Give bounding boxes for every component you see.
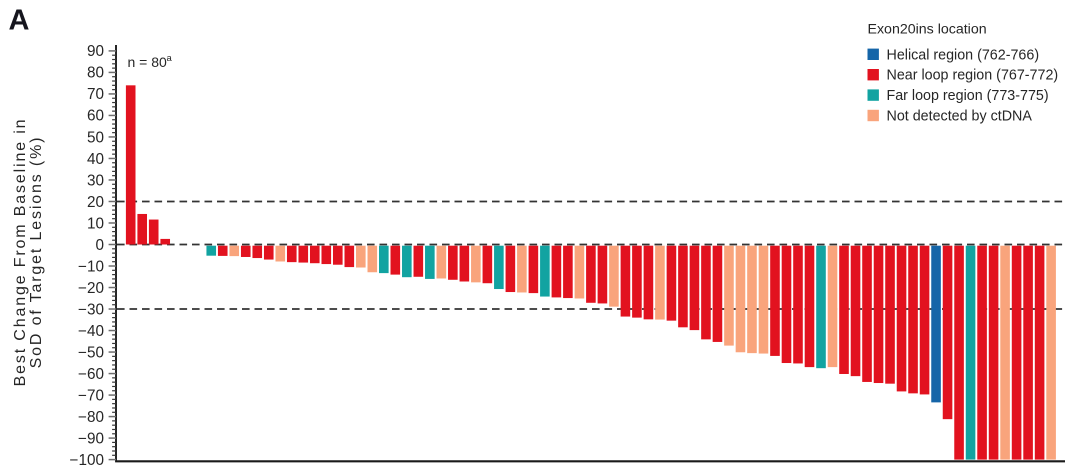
svg-text:20: 20: [87, 194, 104, 211]
svg-text:0: 0: [95, 237, 104, 254]
svg-text:40: 40: [87, 151, 104, 168]
svg-text:Not detected by ctDNA: Not detected by ctDNA: [887, 109, 1033, 125]
svg-text:−100: −100: [70, 452, 104, 469]
svg-text:−10: −10: [78, 258, 104, 275]
svg-text:80: 80: [87, 65, 104, 82]
svg-text:−40: −40: [78, 323, 104, 340]
svg-text:−50: −50: [78, 344, 104, 361]
svg-text:70: 70: [87, 86, 104, 103]
svg-text:−70: −70: [78, 387, 104, 404]
svg-text:30: 30: [87, 172, 104, 189]
svg-text:Far loop region (773-775): Far loop region (773-775): [887, 88, 1049, 104]
svg-text:SoD of Target Lesions (%): SoD of Target Lesions (%): [28, 136, 45, 369]
svg-text:a: a: [167, 53, 173, 64]
svg-text:50: 50: [87, 129, 104, 146]
svg-text:−30: −30: [78, 301, 104, 318]
svg-text:60: 60: [87, 108, 104, 125]
svg-text:Helical region (762-766): Helical region (762-766): [887, 47, 1040, 63]
svg-text:Exon20ins location: Exon20ins location: [868, 22, 987, 38]
svg-text:−90: −90: [78, 430, 104, 447]
svg-text:−80: −80: [78, 409, 104, 426]
svg-text:A: A: [9, 5, 30, 37]
svg-text:10: 10: [87, 215, 104, 232]
svg-text:Near loop region (767-772): Near loop region (767-772): [887, 68, 1059, 84]
svg-text:90: 90: [87, 43, 104, 60]
svg-text:−20: −20: [78, 280, 104, 297]
svg-text:n = 80: n = 80: [128, 54, 168, 70]
svg-text:Best Change From Baseline in: Best Change From Baseline in: [12, 118, 29, 387]
svg-text:−60: −60: [78, 366, 104, 383]
